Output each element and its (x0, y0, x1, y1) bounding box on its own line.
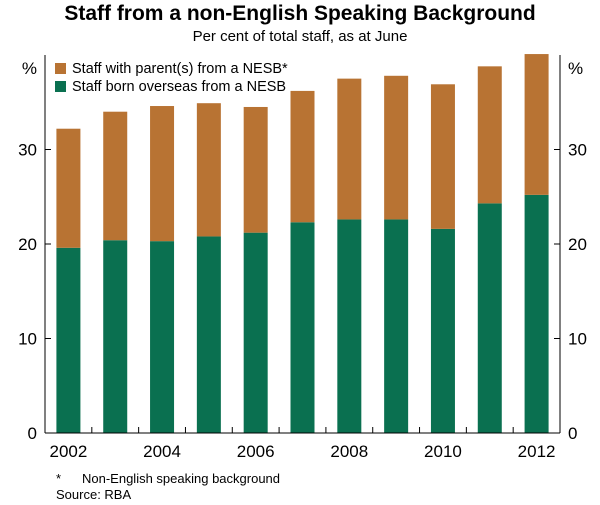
x-tick-label: 2002 (49, 442, 87, 461)
bar-parents (150, 106, 175, 242)
x-tick-label: 2008 (330, 442, 368, 461)
bar-born-overseas (196, 236, 221, 433)
bar-born-overseas (430, 228, 455, 433)
footnote-marker: * (56, 471, 62, 486)
legend: Staff with parent(s) from a NESB* Staff b… (55, 61, 288, 95)
footnote: * Non-English speaking background (56, 471, 280, 486)
bar-born-overseas (477, 203, 502, 433)
bars-group (56, 54, 549, 433)
y-tick-label-left: 0 (28, 424, 37, 443)
legend-label: Staff born overseas from a NESB (72, 79, 286, 95)
bar-parents (290, 90, 315, 223)
bar-parents (103, 111, 128, 241)
y-tick-label-right: 10 (568, 330, 587, 349)
legend-swatch (55, 81, 66, 92)
x-tick-label: 2012 (518, 442, 556, 461)
y-tick-label-right: 0 (568, 424, 577, 443)
legend-label: Staff with parent(s) from a NESB* (72, 61, 288, 77)
x-tick-label: 2004 (143, 442, 181, 461)
y-unit-left: % (22, 59, 37, 78)
bar-born-overseas (337, 219, 362, 433)
bar-parents (430, 84, 455, 229)
bar-born-overseas (524, 194, 549, 433)
bar-born-overseas (384, 219, 409, 433)
axes-group: 0 0 10 10 20 20 30 30% % 2002 2004 2006 2008 2010 2012 (18, 55, 587, 461)
x-tick-label: 2010 (424, 442, 462, 461)
bar-born-overseas (56, 247, 81, 433)
bar-parents (477, 66, 502, 204)
chart-subtitle: Per cent of total staff, as at June (192, 28, 408, 45)
y-tick-label-right: 20 (568, 235, 587, 254)
bar-parents (524, 54, 549, 195)
bar-parents (243, 106, 268, 233)
bar-born-overseas (150, 241, 175, 433)
y-tick-label-left: 30 (18, 141, 37, 160)
x-tick-label: 2006 (237, 442, 275, 461)
bar-parents (384, 75, 409, 220)
bar-parents (56, 128, 81, 248)
y-tick-label-right: 30 (568, 141, 587, 160)
bar-parents (337, 78, 362, 220)
footnote-text: Non-English speaking background (82, 471, 281, 486)
y-unit-right: % (568, 59, 583, 78)
chart-title: Staff from a non-English Speaking Backgr… (64, 2, 536, 25)
bar-born-overseas (103, 240, 128, 433)
bar-born-overseas (243, 232, 268, 433)
bar-parents (196, 103, 221, 237)
bar-born-overseas (290, 222, 315, 433)
legend-swatch (55, 63, 66, 74)
source-note: Source: RBA (56, 487, 132, 502)
y-tick-label-left: 20 (18, 235, 37, 254)
y-tick-label-left: 10 (18, 330, 37, 349)
